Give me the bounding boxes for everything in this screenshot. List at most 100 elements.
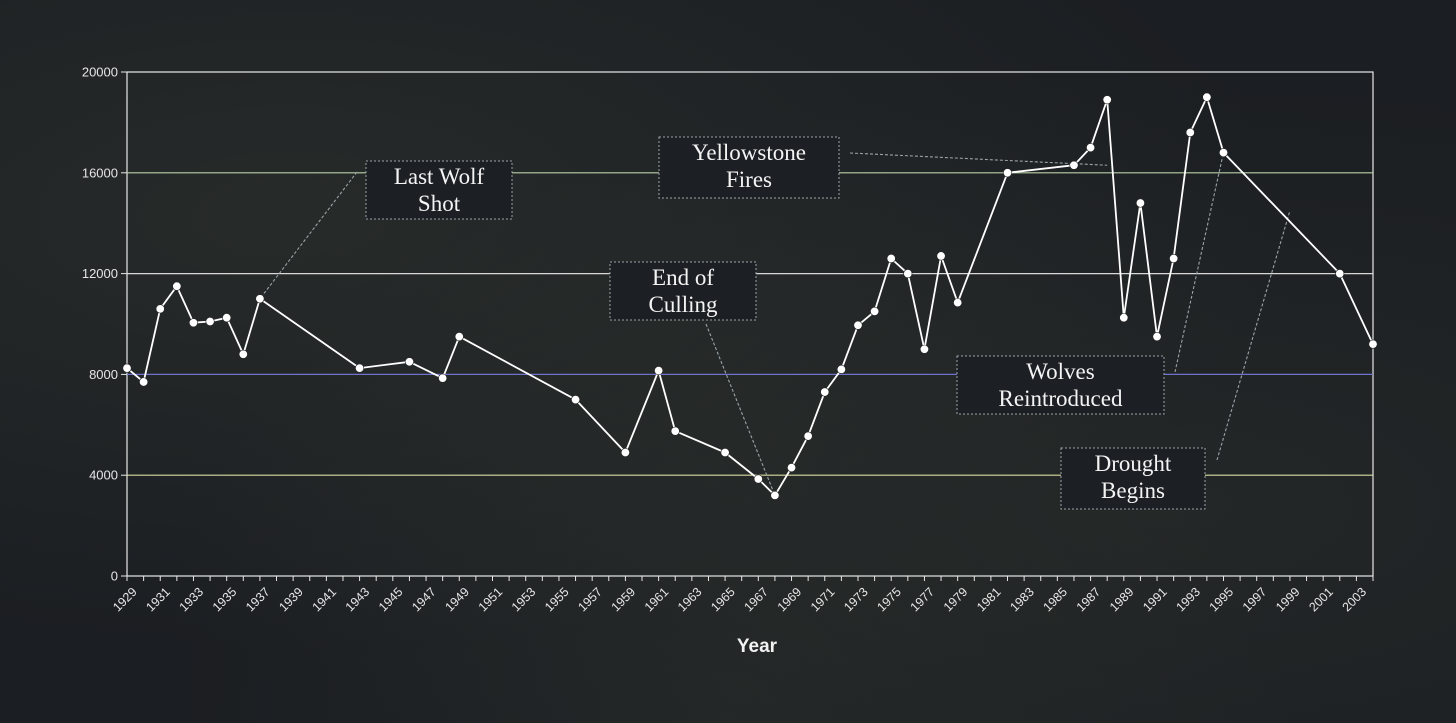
data-point [1102, 95, 1112, 105]
data-point [803, 431, 813, 441]
x-tick-label: 1993 [1173, 585, 1203, 615]
data-point [1135, 198, 1145, 208]
x-tick-label: 1961 [642, 585, 672, 615]
data-point [255, 294, 265, 304]
x-tick-label: 1991 [1140, 585, 1170, 615]
data-point [1185, 127, 1195, 137]
data-point [1218, 148, 1228, 158]
data-point [188, 318, 198, 328]
data-point [654, 366, 664, 376]
y-tick-label: 12000 [82, 266, 118, 281]
data-point [222, 313, 232, 323]
data-point [787, 463, 797, 473]
data-point [870, 306, 880, 316]
x-tick-label: 1939 [276, 585, 306, 615]
data-point [1152, 332, 1162, 342]
x-tick-label: 1959 [609, 585, 639, 615]
data-point [122, 363, 132, 373]
data-point [454, 332, 464, 342]
x-tick-label: 1967 [741, 585, 771, 615]
data-point [1169, 253, 1179, 263]
data-point [1086, 143, 1096, 153]
data-point [155, 304, 165, 314]
x-tick-label: 1965 [708, 585, 738, 615]
x-tick-label: 1995 [1207, 585, 1237, 615]
x-tick-label: 1933 [177, 585, 207, 615]
x-tick-label: 1975 [874, 585, 904, 615]
data-point [404, 357, 414, 367]
x-axis-title: Year [737, 636, 778, 657]
data-point [853, 320, 863, 330]
annotation-label: Yellowstone [692, 140, 806, 165]
y-axis-ticks: 0 4000 8000 12000 16000 20000 [82, 65, 127, 584]
annotation-leader-line [259, 171, 358, 300]
data-point [1003, 168, 1013, 178]
y-tick-label: 0 [111, 569, 118, 584]
data-point [903, 269, 913, 279]
y-tick-label: 8000 [89, 367, 118, 382]
x-tick-label: 1929 [110, 585, 140, 615]
annotation-box [1060, 447, 1206, 510]
annotation-label: Culling [648, 292, 718, 317]
annotation-box [609, 261, 757, 321]
data-point [820, 387, 830, 397]
data-point [205, 316, 215, 326]
data-point [953, 298, 963, 308]
x-tick-label: 1985 [1041, 585, 1071, 615]
data-point [753, 474, 763, 484]
data-point [770, 490, 780, 500]
series-line [126, 96, 1374, 497]
data-point [571, 395, 581, 405]
x-tick-label: 1953 [509, 585, 539, 615]
plot-area [126, 71, 1374, 577]
y-tick-label: 4000 [89, 468, 118, 483]
annotation-box [658, 136, 840, 199]
x-tick-label: 2001 [1306, 585, 1336, 615]
data-point [919, 344, 929, 354]
data-point [1202, 92, 1212, 102]
annotation-box [956, 355, 1165, 415]
x-axis-ticks: 1929 1931 1933 1935 1937 1939 1941 1943 1945 1947… [110, 576, 1374, 615]
data-point [1119, 313, 1129, 323]
x-tick-label: 1987 [1074, 585, 1104, 615]
data-point [139, 377, 149, 387]
data-point [936, 251, 946, 261]
data-point [1335, 269, 1345, 279]
annotation-label: Fires [726, 167, 772, 192]
data-point [836, 364, 846, 374]
gridlines [127, 172, 1373, 476]
series-group [122, 92, 1378, 500]
x-tick-label: 1979 [941, 585, 971, 615]
annotation-leader-line [1174, 152, 1225, 373]
annotation-label: Begins [1101, 478, 1165, 503]
annotation-leader-line [705, 323, 776, 496]
x-tick-label: 1973 [841, 585, 871, 615]
x-tick-label: 1945 [376, 585, 406, 615]
x-tick-label: 1981 [974, 585, 1004, 615]
data-point [438, 373, 448, 383]
x-tick-label: 1963 [675, 585, 705, 615]
data-point [238, 349, 248, 359]
data-point [172, 281, 182, 291]
annotation-label: Wolves [1026, 359, 1094, 384]
x-tick-label: 1999 [1273, 585, 1303, 615]
x-tick-label: 1977 [908, 585, 938, 615]
annotation-leaders [259, 152, 1291, 496]
annotation-leader-line [1216, 210, 1291, 461]
x-tick-label: 1949 [442, 585, 472, 615]
x-tick-label: 1937 [243, 585, 273, 615]
x-tick-label: 1955 [542, 585, 572, 615]
annotation-label: End of [652, 265, 714, 290]
data-point [670, 426, 680, 436]
x-tick-label: 1941 [310, 585, 340, 615]
annotation-label: Last Wolf [394, 164, 485, 189]
x-tick-label: 1989 [1107, 585, 1137, 615]
data-point [886, 253, 896, 263]
x-tick-label: 1971 [808, 585, 838, 615]
data-point [1069, 160, 1079, 170]
data-point [355, 363, 365, 373]
y-tick-label: 20000 [82, 65, 118, 80]
